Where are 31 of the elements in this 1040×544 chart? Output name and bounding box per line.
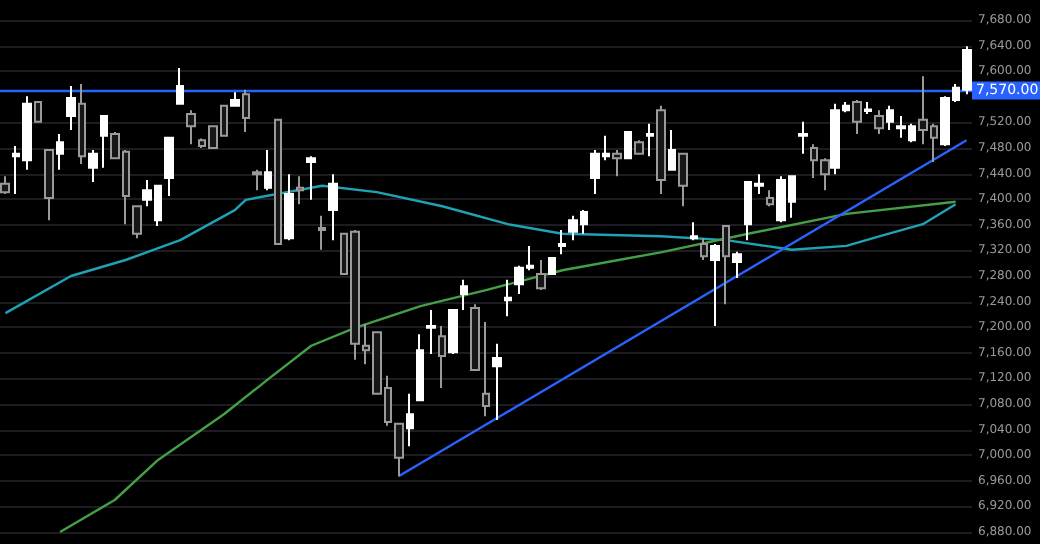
candlestick bbox=[426, 308, 436, 356]
candlestick bbox=[886, 104, 894, 132]
candlestick bbox=[448, 308, 458, 356]
candlestick bbox=[230, 91, 240, 107]
candlestick bbox=[624, 131, 632, 160]
candlestick bbox=[88, 148, 98, 183]
candlestick bbox=[710, 243, 720, 327]
line-series bbox=[58, 200, 957, 534]
candlestick bbox=[732, 250, 742, 279]
candlestick bbox=[56, 132, 64, 171]
candlestick bbox=[284, 173, 294, 242]
candlestick bbox=[306, 155, 316, 201]
candlestick bbox=[328, 173, 338, 242]
candlestick bbox=[264, 148, 272, 192]
candlestick bbox=[460, 278, 468, 311]
candlestick bbox=[406, 392, 414, 448]
candlestick bbox=[100, 115, 108, 169]
candlestick bbox=[864, 100, 872, 116]
candlestick bbox=[798, 120, 808, 155]
candlestick bbox=[416, 333, 424, 402]
candlestick bbox=[176, 67, 184, 105]
candlestick bbox=[690, 221, 698, 242]
candlestick bbox=[164, 136, 174, 197]
candlestick bbox=[646, 122, 654, 158]
candlestick bbox=[548, 257, 556, 276]
candlestick bbox=[66, 84, 76, 132]
candlestick bbox=[558, 228, 566, 256]
line-series bbox=[4, 184, 957, 315]
candlestick bbox=[668, 129, 676, 171]
candlestick bbox=[492, 342, 502, 421]
candlestick bbox=[504, 278, 512, 318]
